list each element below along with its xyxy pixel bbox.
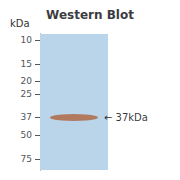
- svg-text:10: 10: [21, 35, 33, 45]
- svg-text:← 37kDa: ← 37kDa: [104, 112, 148, 123]
- svg-text:kDa: kDa: [10, 18, 30, 29]
- svg-text:20: 20: [21, 76, 33, 86]
- svg-text:25: 25: [21, 89, 32, 99]
- svg-text:37: 37: [21, 112, 32, 122]
- svg-text:50: 50: [21, 130, 33, 140]
- svg-text:75: 75: [21, 154, 32, 164]
- svg-text:15: 15: [21, 59, 32, 69]
- svg-text:Western Blot: Western Blot: [46, 8, 134, 22]
